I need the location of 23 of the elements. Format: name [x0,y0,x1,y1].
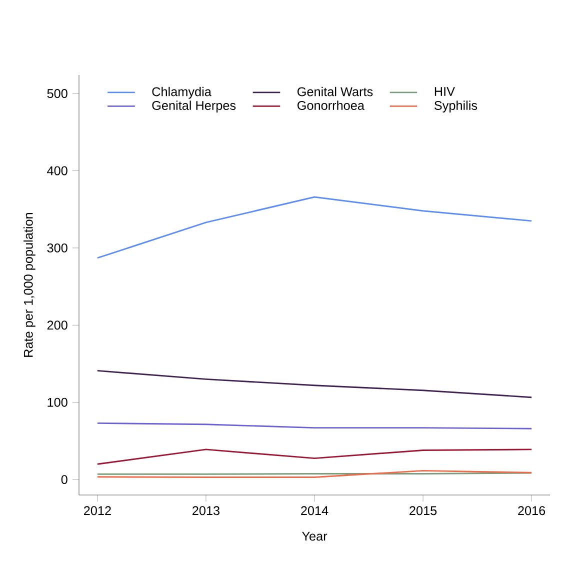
y-axis-title: Rate per 1,000 population [24,212,36,357]
legend-label: Syphilis [434,100,478,112]
x-tick-label: 2014 [301,506,328,516]
legend-label: Chlamydia [152,86,212,99]
legend-label: Genital Herpes [152,100,236,112]
line-series [96,448,532,465]
line-series [96,370,532,398]
y-tick-label: 200 [47,320,68,330]
y-tick-label: 300 [47,243,68,252]
y-tick-label: 0 [61,475,68,484]
line-series [96,470,532,478]
legend-label: HIV [434,87,455,96]
x-tick-label: 2016 [518,506,546,516]
y-tick-label: 500 [47,89,68,98]
y-tick-label: 100 [48,398,68,407]
x-tick-label: 2013 [192,506,220,516]
legend-label: Genital Warts [297,86,373,96]
legend-label: Gonorrhoea [297,100,364,110]
y-tick-label: 400 [47,166,68,176]
x-tick-label: 2012 [84,506,111,516]
line-series [96,196,532,259]
x-axis-title: Year [302,532,328,541]
x-tick-label: 2015 [410,506,437,516]
